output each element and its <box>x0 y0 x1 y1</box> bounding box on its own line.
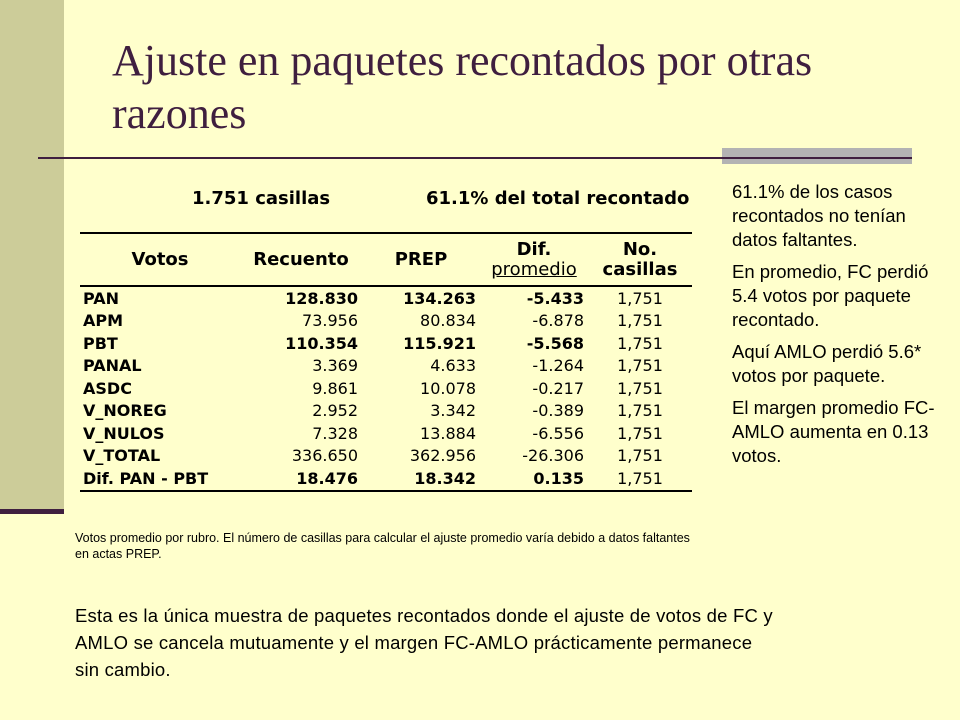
cell-rubro: PANAL <box>83 356 142 376</box>
table-row: V_TOTAL 336.650 362.956 -26.306 1,751 <box>80 445 692 468</box>
cell-rubro: V_TOTAL <box>83 446 161 466</box>
cell-casillas: 1,751 <box>588 467 692 492</box>
header-votos: Votos <box>80 232 240 287</box>
cell-dif: -0.217 <box>532 378 584 398</box>
cell-casillas: 1,751 <box>617 288 663 308</box>
cell-casillas: 1,751 <box>617 378 663 398</box>
cell-prep: 4.633 <box>430 356 476 376</box>
side-note: En promedio, FC perdió 5.4 votos por paq… <box>732 261 929 330</box>
cell-prep: 18.342 <box>362 467 480 492</box>
table-summary: 1.751 casillas 61.1% del total recontado <box>80 180 692 216</box>
cell-recuento: 18.476 <box>240 467 362 492</box>
table-row: Dif. PAN - PBT 18.476 18.342 0.135 1,751 <box>80 467 692 492</box>
table-row: PANAL 3.369 4.633 -1.264 1,751 <box>80 355 692 378</box>
header-dif: Dif. promedio <box>480 232 588 287</box>
cell-rubro: ASDC <box>83 378 132 398</box>
cell-dif: -0.389 <box>532 401 584 421</box>
cell-recuento: 9.861 <box>312 378 358 398</box>
cell-dif: -5.433 <box>526 288 584 308</box>
left-accent-bar-edge <box>0 509 64 514</box>
header-casillas: No. casillas <box>588 232 692 287</box>
cell-rubro: V_NOREG <box>83 401 167 421</box>
side-note: El margen promedio FC-AMLO aumenta en 0.… <box>732 397 935 466</box>
cell-rubro: Dif. PAN - PBT <box>80 467 240 492</box>
cell-rubro: PBT <box>83 333 118 353</box>
cell-casillas: 1,751 <box>617 423 663 443</box>
cell-prep: 3.342 <box>430 401 476 421</box>
cell-rubro: APM <box>83 311 124 331</box>
cell-prep: 115.921 <box>403 333 476 353</box>
conclusion-text: Esta es la única muestra de paquetes rec… <box>75 605 773 680</box>
table-row: APM 73.956 80.834 -6.878 1,751 <box>80 310 692 333</box>
cell-recuento: 128.830 <box>285 288 358 308</box>
cell-dif: -6.556 <box>532 423 584 443</box>
table-row: V_NOREG 2.952 3.342 -0.389 1,751 <box>80 400 692 423</box>
cell-recuento: 3.369 <box>312 356 358 376</box>
side-note: 61.1% de los casos recontados no tenían … <box>732 181 906 250</box>
cell-casillas: 1,751 <box>617 356 663 376</box>
cell-prep: 10.078 <box>420 378 476 398</box>
cell-prep: 362.956 <box>409 446 476 466</box>
summary-casillas: 1.751 casillas <box>192 188 331 209</box>
header-recuento: Recuento <box>240 232 362 287</box>
header-prep: PREP <box>362 232 480 287</box>
cell-casillas: 1,751 <box>617 401 663 421</box>
cell-dif: 0.135 <box>480 467 588 492</box>
results-table: Votos Recuento PREP Dif. promedio No. ca… <box>80 232 692 492</box>
cell-recuento: 7.328 <box>312 423 358 443</box>
table-row: ASDC 9.861 10.078 -0.217 1,751 <box>80 377 692 400</box>
cell-dif: -6.878 <box>532 311 584 331</box>
left-accent-bar <box>0 0 64 512</box>
header-dif-line2: promedio <box>491 258 577 280</box>
cell-casillas: 1,751 <box>617 311 663 331</box>
side-notes: 61.1% de los casos recontados no tenían … <box>732 180 950 476</box>
cell-recuento: 110.354 <box>285 333 358 353</box>
table-row: PAN 128.830 134.263 -5.433 1,751 <box>80 286 692 310</box>
cell-casillas: 1,751 <box>617 333 663 353</box>
cell-rubro: V_NULOS <box>83 423 165 443</box>
table-footnote: Votos promedio por rubro. El número de c… <box>75 531 690 561</box>
table-row: PBT 110.354 115.921 -5.568 1,751 <box>80 332 692 355</box>
title-rule <box>38 157 912 159</box>
side-note: Aquí AMLO perdió 5.6* votos por paquete. <box>732 341 922 386</box>
cell-prep: 13.884 <box>420 423 476 443</box>
cell-recuento: 2.952 <box>312 401 358 421</box>
slide-title: Ajuste en paquetes recontados por otras … <box>112 36 813 138</box>
table-header-row: Votos Recuento PREP Dif. promedio No. ca… <box>80 232 692 287</box>
cell-dif: -5.568 <box>526 333 584 353</box>
cell-recuento: 336.650 <box>291 446 358 466</box>
cell-dif: -26.306 <box>522 446 584 466</box>
cell-rubro: PAN <box>83 288 120 308</box>
table-row: V_NULOS 7.328 13.884 -6.556 1,751 <box>80 422 692 445</box>
cell-recuento: 73.956 <box>302 311 358 331</box>
cell-prep: 134.263 <box>403 288 476 308</box>
cell-dif: -1.264 <box>532 356 584 376</box>
cell-prep: 80.834 <box>420 311 476 331</box>
header-dif-line1: Dif. <box>516 238 552 260</box>
summary-percent: 61.1% del total recontado <box>426 188 690 209</box>
cell-casillas: 1,751 <box>617 446 663 466</box>
title-rule-accent <box>722 148 912 164</box>
